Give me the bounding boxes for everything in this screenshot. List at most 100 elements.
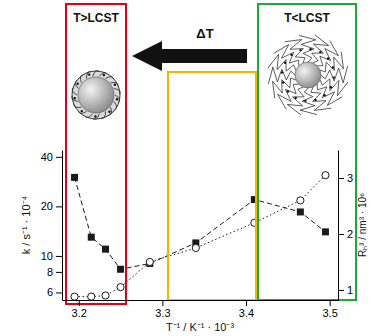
nanoparticle-dot	[309, 48, 311, 50]
region-box	[66, 4, 126, 304]
collapsed-chain	[87, 72, 91, 79]
tick-label: 8	[47, 266, 53, 278]
nanoparticle-dot	[333, 76, 335, 78]
collapsed-chain	[115, 95, 120, 102]
y-axis-title: k / s⁻¹ · 10⁻⁴	[20, 195, 32, 254]
tick: 8	[47, 266, 62, 278]
data-point	[192, 244, 199, 251]
swollen-chain	[317, 84, 342, 105]
swollen-chain	[299, 35, 316, 62]
data-point	[322, 228, 329, 235]
tick-label: 10	[41, 250, 53, 262]
swollen-chain	[278, 84, 299, 109]
nanoparticle-dot	[330, 86, 332, 88]
tick-mark	[338, 178, 344, 179]
tick: 10	[41, 250, 62, 262]
tick: 40	[41, 151, 62, 163]
region-box	[258, 4, 356, 300]
x-axis-title: T⁻¹ / K⁻¹ · 10⁻³	[166, 321, 235, 333]
data-point	[102, 246, 109, 253]
collapsed-chain	[93, 71, 99, 77]
tick: 3.3	[155, 300, 170, 319]
tick-mark	[338, 234, 344, 235]
axis-line	[62, 151, 63, 301]
nanoparticle-dot	[327, 57, 329, 59]
data-point	[117, 266, 124, 273]
tick-label: 2	[347, 228, 353, 240]
tick: 6	[47, 286, 62, 298]
nanoparticle-dot	[332, 66, 334, 68]
data-point	[71, 293, 78, 300]
nanoparticle-dot	[76, 83, 78, 85]
collapsed-chain	[114, 89, 120, 94]
nanoparticle-dot	[281, 71, 283, 73]
tick: 3.2	[72, 300, 87, 319]
tick: 3.4	[239, 300, 254, 319]
data-point	[117, 284, 124, 291]
nanoparticle-dot	[287, 90, 289, 92]
tick-mark	[56, 256, 62, 257]
nanoparticle-dot	[284, 62, 286, 64]
annotation: ΔT	[196, 26, 213, 41]
axis-line	[338, 151, 339, 301]
x-axis: 3.2 3.3 3.4 3.5	[63, 300, 339, 319]
nanoparticle-dot	[319, 51, 321, 53]
tick-label: 3.5	[322, 307, 337, 319]
swollen-chain	[274, 45, 299, 66]
swollen-chain	[300, 88, 317, 115]
data-point	[88, 234, 95, 241]
nanoparticle-dot	[81, 110, 83, 112]
tick-mark	[56, 292, 62, 293]
tick-mark	[56, 206, 62, 207]
collapsed-chain	[72, 96, 78, 101]
collapsed-chain	[99, 72, 107, 76]
texts: T⁻¹ / K⁻¹ · 10⁻³ k / s⁻¹ · 10⁻⁴ Rₕ³ / nm³ …	[20, 11, 368, 333]
plot-area	[71, 172, 329, 300]
tick-label: 3.3	[155, 307, 170, 319]
nanoparticle-dot	[103, 74, 105, 76]
tick: 20	[41, 200, 62, 212]
tick-label: 20	[41, 200, 53, 212]
nanoparticle-dot	[314, 99, 316, 101]
tick-mark	[162, 300, 163, 306]
collapsed-chain	[80, 75, 83, 83]
tick-mark	[246, 300, 247, 306]
data-point	[297, 208, 304, 215]
tick-label: 1	[347, 284, 353, 296]
nanoparticle-dot	[116, 98, 118, 100]
tick-label: 40	[41, 151, 53, 163]
collapsed-chain	[106, 77, 114, 79]
tick: 3.5	[322, 300, 337, 319]
annotation: T<LCST	[284, 11, 330, 25]
collapsed-chain	[93, 114, 99, 120]
nanoparticle-dot	[290, 54, 292, 56]
tick: 1	[338, 284, 353, 296]
data-point	[146, 258, 153, 265]
nanoparticle-dot	[295, 97, 297, 99]
tick-label: 3.2	[72, 307, 87, 319]
annotation: T>LCST	[73, 11, 119, 25]
nanoparticle-dot	[74, 97, 76, 99]
tick-mark	[56, 157, 62, 158]
y2-axis-title: Rₕ³ / nm³ · 10⁶	[357, 193, 368, 257]
nanoparticle-dot	[114, 84, 116, 86]
data-point	[71, 174, 78, 181]
nanoparticle-dot	[299, 49, 301, 51]
tick-label: 3.4	[239, 307, 254, 319]
swollen-chain	[268, 67, 295, 84]
collapsed-chain	[74, 104, 82, 107]
tick-mark	[56, 272, 62, 273]
swollen-chain	[273, 78, 296, 98]
collapsed-chain	[85, 114, 93, 118]
collapsed-chain	[101, 111, 105, 118]
tick-mark	[79, 300, 80, 306]
nanoparticle-dot	[304, 100, 306, 102]
tick-label: 6	[47, 286, 53, 298]
data-point	[88, 293, 95, 300]
tick-label: 3	[347, 172, 353, 184]
collapsed-chain	[114, 101, 117, 109]
series-line	[75, 175, 326, 296]
data-point	[297, 197, 304, 204]
tick: 3	[338, 172, 353, 184]
collapsed-chain	[72, 88, 77, 95]
